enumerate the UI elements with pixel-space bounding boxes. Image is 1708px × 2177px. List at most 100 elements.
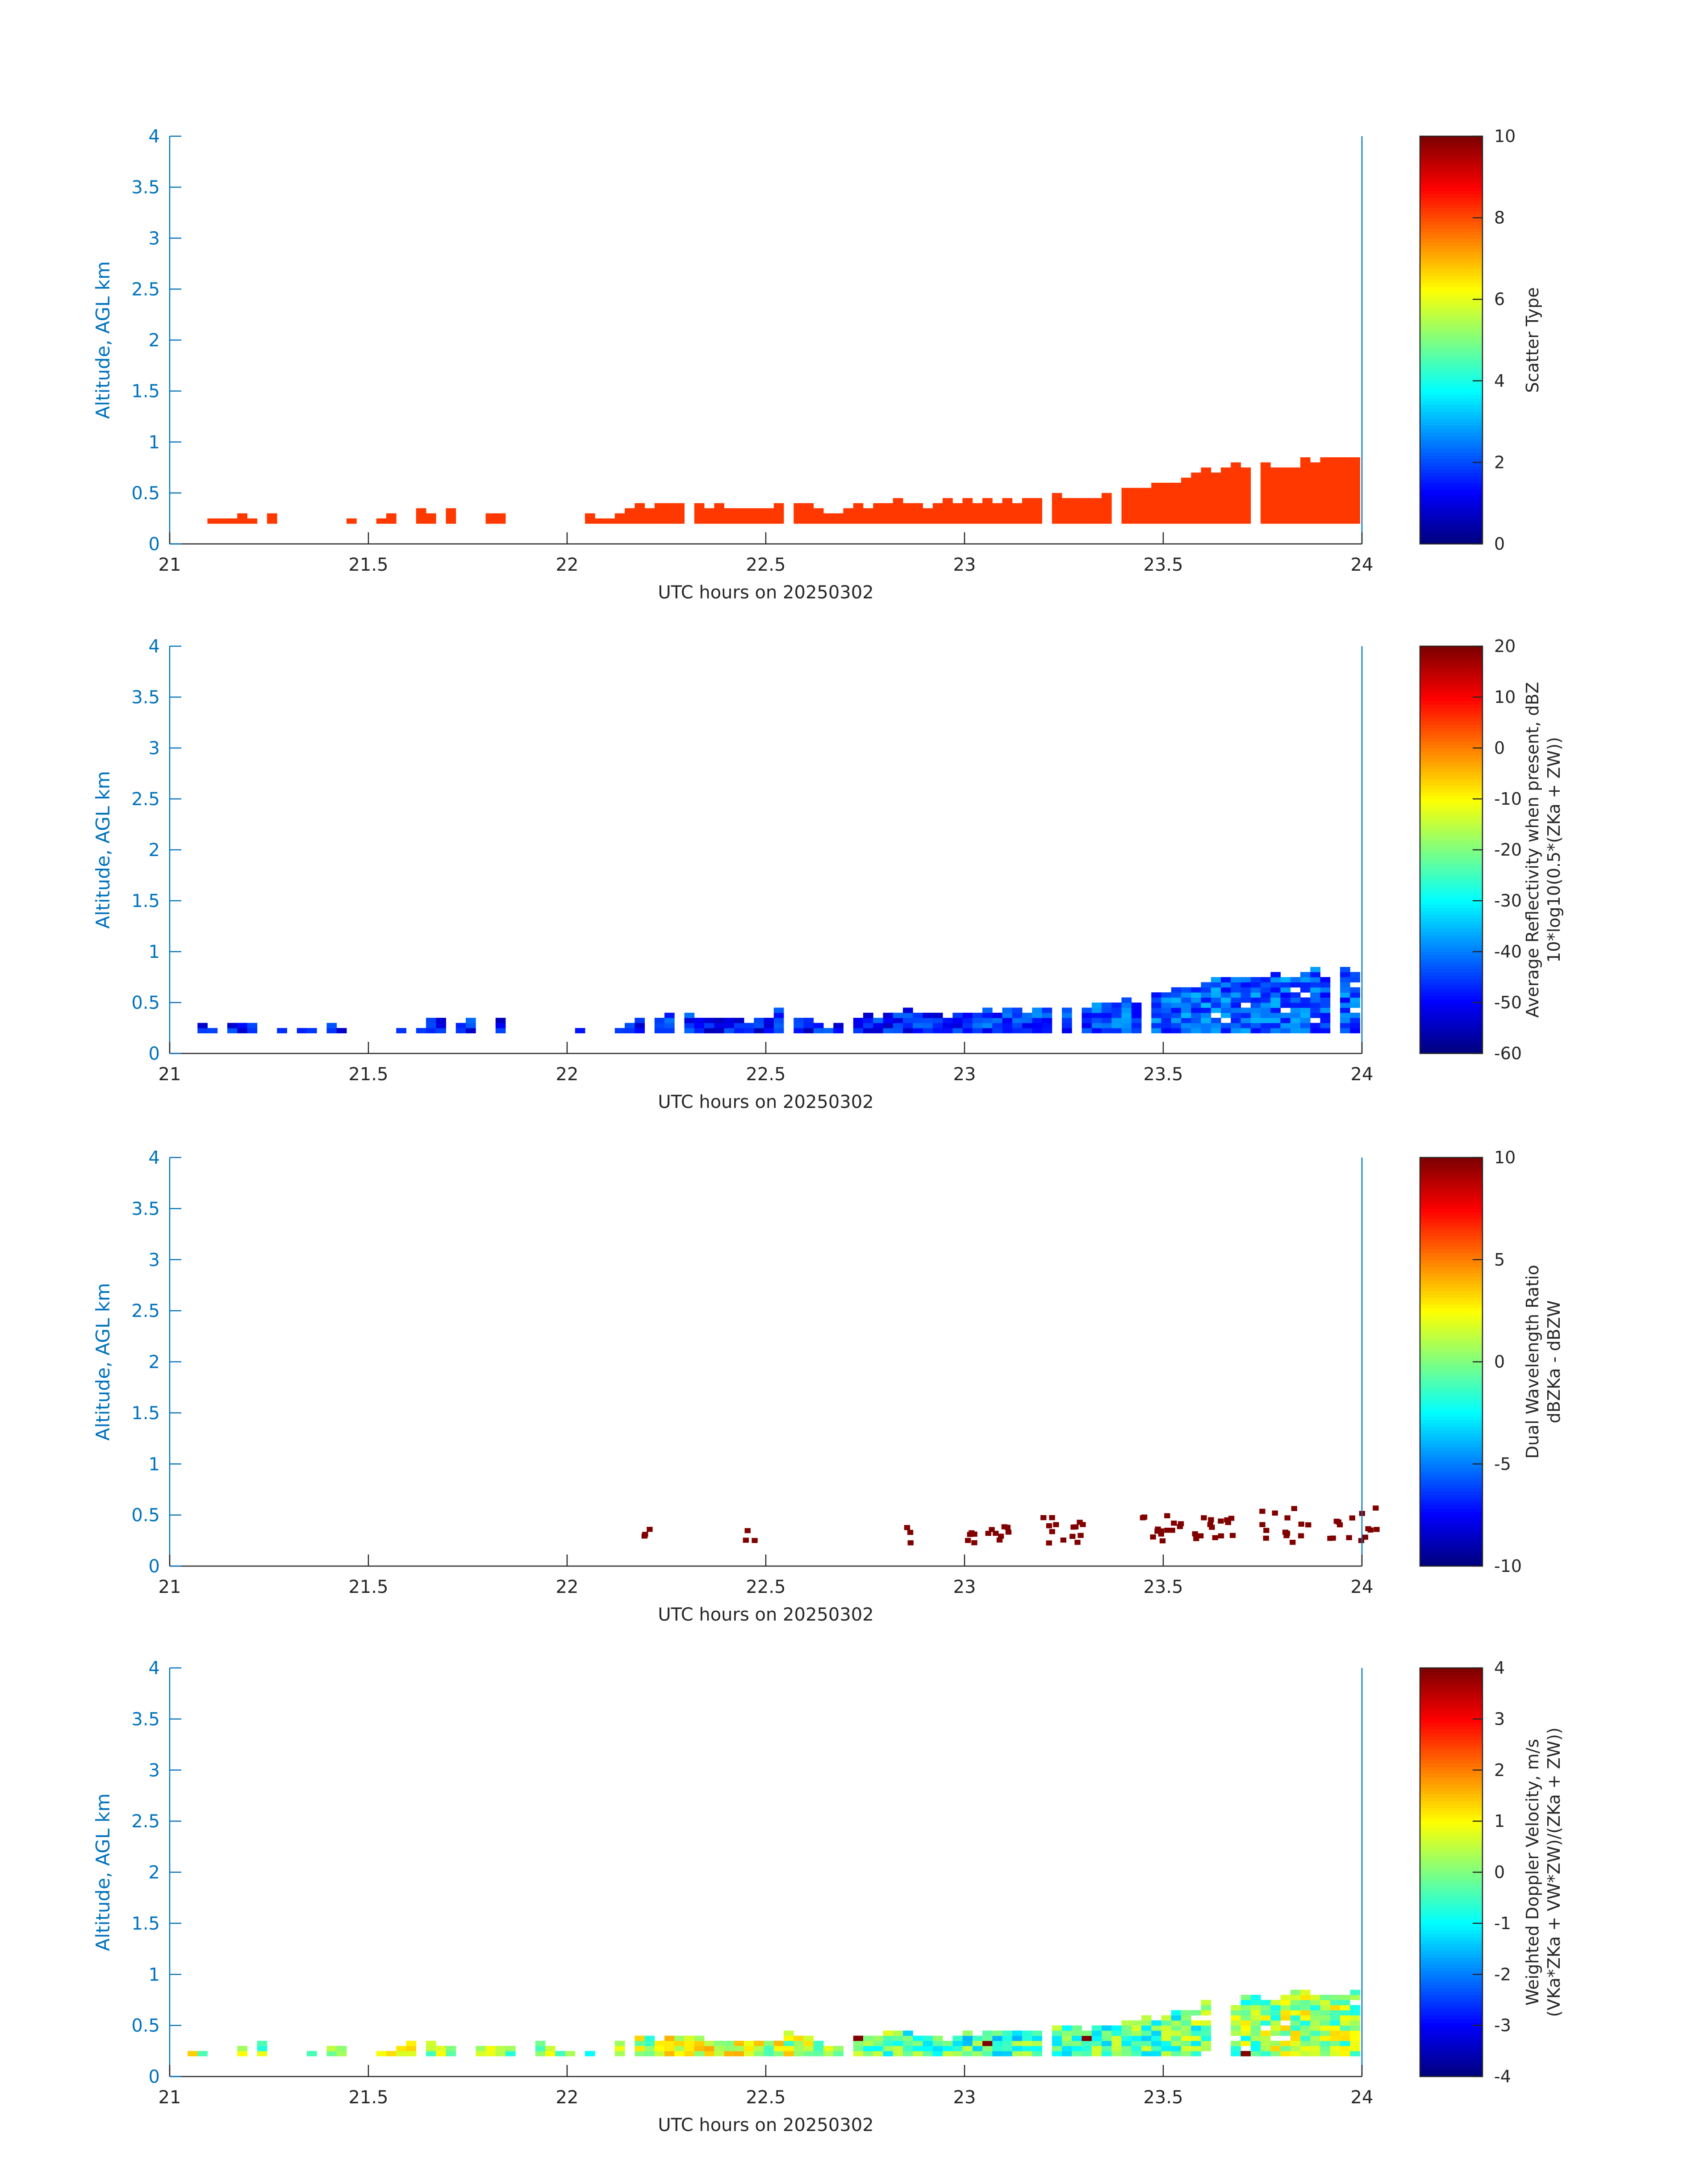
heatmap-cell bbox=[1290, 2051, 1301, 2056]
heatmap-cell bbox=[476, 2051, 486, 2056]
heatmap-cell bbox=[1261, 513, 1271, 519]
colorbar-segment bbox=[1420, 795, 1482, 799]
heatmap-cell bbox=[1231, 493, 1241, 498]
heatmap-cell bbox=[1141, 2046, 1152, 2052]
heatmap-cell bbox=[793, 1018, 804, 1024]
heatmap-cell bbox=[1102, 2051, 1112, 2056]
heatmap-cell bbox=[784, 2040, 794, 2046]
heatmap-cell bbox=[724, 2046, 735, 2052]
heatmap-cell bbox=[1181, 498, 1191, 504]
heatmap-cell bbox=[1330, 462, 1341, 468]
heatmap-cell bbox=[485, 2046, 496, 2052]
heatmap-cell bbox=[1270, 2031, 1281, 2036]
colorbar-segment bbox=[1420, 721, 1482, 725]
heatmap-cell bbox=[913, 1012, 923, 1018]
heatmap-cell bbox=[1032, 1023, 1042, 1028]
heatmap-cell bbox=[1340, 1028, 1350, 1033]
heatmap-cell bbox=[1102, 2031, 1112, 2036]
colorbar-tick-label: -30 bbox=[1494, 891, 1522, 911]
heatmap-cell bbox=[1330, 2035, 1341, 2041]
colorbar-segment bbox=[1420, 1954, 1482, 1958]
heatmap-cell bbox=[1211, 987, 1221, 993]
x-tick-label: 21 bbox=[159, 1577, 181, 1597]
heatmap-cell bbox=[1042, 1007, 1052, 1013]
colorbar-segment bbox=[1420, 2018, 1482, 2022]
heatmap-cell bbox=[1231, 503, 1241, 509]
dwr-cell bbox=[1193, 1536, 1199, 1542]
colorbar-segment bbox=[1420, 275, 1482, 280]
heatmap-cell bbox=[1261, 1012, 1271, 1018]
heatmap-cell bbox=[923, 1028, 933, 1033]
heatmap-cell bbox=[1290, 498, 1301, 504]
y-tick-label: 2 bbox=[149, 1863, 160, 1883]
heatmap-cell bbox=[1111, 2031, 1122, 2036]
colorbar-segment bbox=[1420, 731, 1482, 735]
dwr-cell bbox=[1201, 1515, 1207, 1521]
heatmap-cell bbox=[803, 1023, 814, 1028]
heatmap-cell bbox=[625, 508, 635, 514]
heatmap-cell bbox=[1181, 1018, 1191, 1024]
heatmap-cell bbox=[1201, 2020, 1211, 2026]
heatmap-cell bbox=[873, 508, 883, 514]
colorbar-segment bbox=[1420, 204, 1482, 208]
heatmap-cell bbox=[1330, 467, 1341, 473]
heatmap-cell bbox=[664, 508, 675, 514]
heatmap-cell bbox=[1131, 2040, 1142, 2046]
dwr-cell bbox=[907, 1540, 914, 1546]
heatmap-cell bbox=[1300, 977, 1311, 982]
heatmap-cell bbox=[754, 1028, 764, 1033]
colorbar-tick-label: 2 bbox=[1494, 1760, 1505, 1780]
colorbar-tick-label: -5 bbox=[1494, 1454, 1511, 1474]
heatmap-cell bbox=[1330, 2031, 1341, 2036]
heatmap-cell bbox=[1261, 992, 1271, 998]
heatmap-cell bbox=[1072, 2040, 1082, 2046]
heatmap-cell bbox=[664, 1018, 675, 1024]
heatmap-cell bbox=[1310, 1028, 1320, 1033]
heatmap-cell bbox=[495, 2051, 506, 2056]
colorbar-segment bbox=[1420, 435, 1482, 439]
colorbar-segment bbox=[1420, 1685, 1482, 1689]
colorbar-tick-label: 10 bbox=[1494, 687, 1516, 707]
heatmap-cell bbox=[773, 508, 784, 514]
colorbar-segment bbox=[1420, 646, 1482, 650]
heatmap-cell bbox=[1310, 467, 1320, 473]
colorbar-segment bbox=[1420, 1920, 1482, 1924]
colorbar-segment bbox=[1420, 1474, 1482, 1478]
heatmap-cell bbox=[982, 1012, 993, 1018]
heatmap-cell bbox=[654, 1018, 665, 1024]
colorbar-segment bbox=[1420, 1950, 1482, 1955]
heatmap-cell bbox=[773, 2046, 784, 2052]
y-tick-label: 3.5 bbox=[131, 177, 160, 198]
heatmap-cell bbox=[1290, 508, 1301, 514]
heatmap-cell bbox=[1022, 503, 1032, 509]
colorbar-segment bbox=[1420, 452, 1482, 456]
heatmap-cell bbox=[932, 1018, 943, 1024]
y-tick-label: 1.5 bbox=[131, 1403, 160, 1424]
heatmap-cell bbox=[724, 1018, 735, 1024]
heatmap-cell bbox=[883, 508, 894, 514]
y-axis-label: Altitude, AGL km bbox=[92, 261, 114, 419]
heatmap-cell bbox=[1310, 1012, 1320, 1018]
colorbar-tick-label: 5 bbox=[1494, 1250, 1505, 1270]
colorbar-segment bbox=[1420, 1467, 1482, 1471]
colorbar-segment bbox=[1420, 806, 1482, 810]
heatmap-cell bbox=[1062, 2031, 1072, 2036]
dwr-cell bbox=[1305, 1522, 1311, 1528]
colorbar-segment bbox=[1420, 1208, 1482, 1212]
heatmap-cell bbox=[1280, 498, 1291, 504]
colorbar-segment bbox=[1420, 1167, 1482, 1172]
heatmap-cell bbox=[992, 2031, 1002, 2036]
heatmap-cell bbox=[893, 1018, 903, 1024]
heatmap-cell bbox=[1290, 2031, 1301, 2036]
dwr-cell bbox=[998, 1534, 1004, 1539]
heatmap-cell bbox=[704, 513, 714, 519]
colorbar-segment bbox=[1420, 296, 1482, 300]
dwr-cell bbox=[1228, 1516, 1235, 1521]
colorbar-segment bbox=[1420, 377, 1482, 381]
heatmap-cell bbox=[1191, 483, 1201, 488]
heatmap-cell bbox=[1022, 2051, 1032, 2056]
colorbar-segment bbox=[1420, 431, 1482, 436]
heatmap-cell bbox=[943, 1023, 953, 1028]
heatmap-cell bbox=[1350, 2005, 1360, 2010]
heatmap-cell bbox=[1181, 513, 1191, 519]
